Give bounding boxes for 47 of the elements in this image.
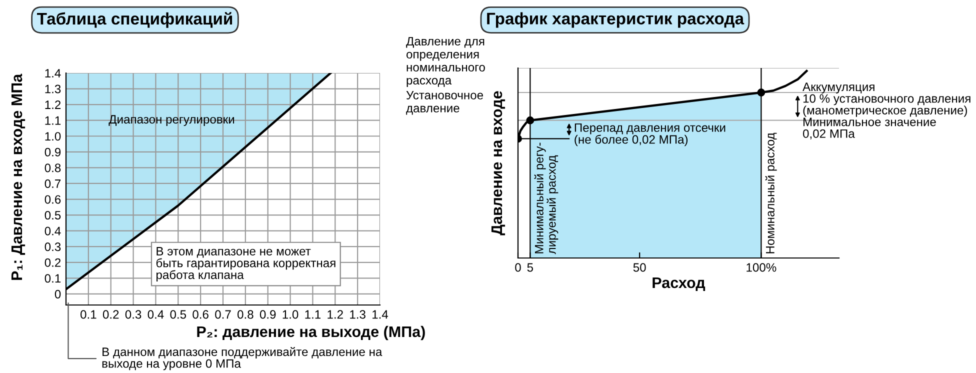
x-tick-label: 0.5 (170, 310, 186, 319)
ref-line-label: Давление для определения номинального расхода (406, 37, 485, 87)
y-tick-label: 1.3 (45, 84, 61, 94)
text: В данном диапазоне поддерживайте давление на выходе на уровне 0 МПа (102, 347, 382, 370)
x-tick-label: 0.2 (102, 310, 119, 319)
x-tick-label: 50 (633, 263, 646, 272)
x-tick-label: 0.7 (215, 310, 231, 319)
y-tick-label: 1.1 (45, 116, 61, 125)
y-tick-label: 0.3 (44, 242, 61, 252)
annotation: Перепад давления отсечки (не более 0,02 МПа) (574, 123, 726, 146)
y-tick-label: 0.4 (44, 226, 61, 236)
y-tick-label: 1.0 (45, 132, 61, 141)
x-tick-label: 0 (515, 263, 521, 272)
x-tick-label: 0.8 (238, 310, 254, 319)
y-tick-label: 0.9 (44, 148, 61, 156)
x-axis-title: Расход (652, 277, 706, 292)
x-tick-label: 1.4 (372, 310, 388, 319)
x-tick-label: 5 (527, 263, 534, 272)
annotation: Аккумуляция 10 % установочного давления (манометрическое давление) Минимальное значение 0,02 МПа (802, 82, 970, 140)
y-tick-label: 0.6 (44, 195, 61, 204)
y-tick-label: 1.2 (45, 100, 61, 109)
x-tick-label: 0.6 (192, 310, 208, 319)
y-tick-label: 0.7 (44, 179, 61, 188)
x-tick-label: 0.3 (125, 310, 142, 319)
y-axis-title: Давление на входе (491, 91, 506, 236)
x-tick-label: 0.9 (260, 310, 276, 319)
y-tick-label: 0.5 (44, 210, 61, 220)
x-tick-label: 1.1 (305, 310, 321, 319)
y-tick-label: 1.4 (45, 69, 61, 78)
x-tick-label: 1.3 (350, 310, 366, 319)
x-tick-label: 0.1 (80, 310, 96, 319)
chart-title: График характеристик расхода (487, 12, 744, 28)
chart-title: Таблица спецификаций (37, 12, 232, 28)
x-tick-label: 0.4 (148, 310, 164, 319)
ref-line-label: Минимальный регу- лируемый расход (534, 142, 558, 254)
x-tick-label: 1.2 (328, 310, 343, 319)
annotation: Диапазон регулировки (108, 115, 234, 126)
x-tick-label: 1.0 (282, 310, 298, 319)
y-tick-label: 0 (54, 290, 61, 298)
ref-line-label: Номинальный расход (765, 132, 777, 254)
y-tick-label: 0.8 (44, 164, 61, 172)
x-axis-title: P₂: давление на выходе (МПа) (197, 326, 425, 340)
y-axis-title: P₁: Давление на входе МПа (12, 74, 26, 280)
annotation: В этом диапазоне не может быть гарантирована корректная работа клапана (156, 247, 336, 282)
x-tick-label: 100% (746, 263, 776, 272)
y-tick-label: 0.1 (44, 274, 61, 283)
ref-line-label: Установочное давление (406, 90, 484, 115)
